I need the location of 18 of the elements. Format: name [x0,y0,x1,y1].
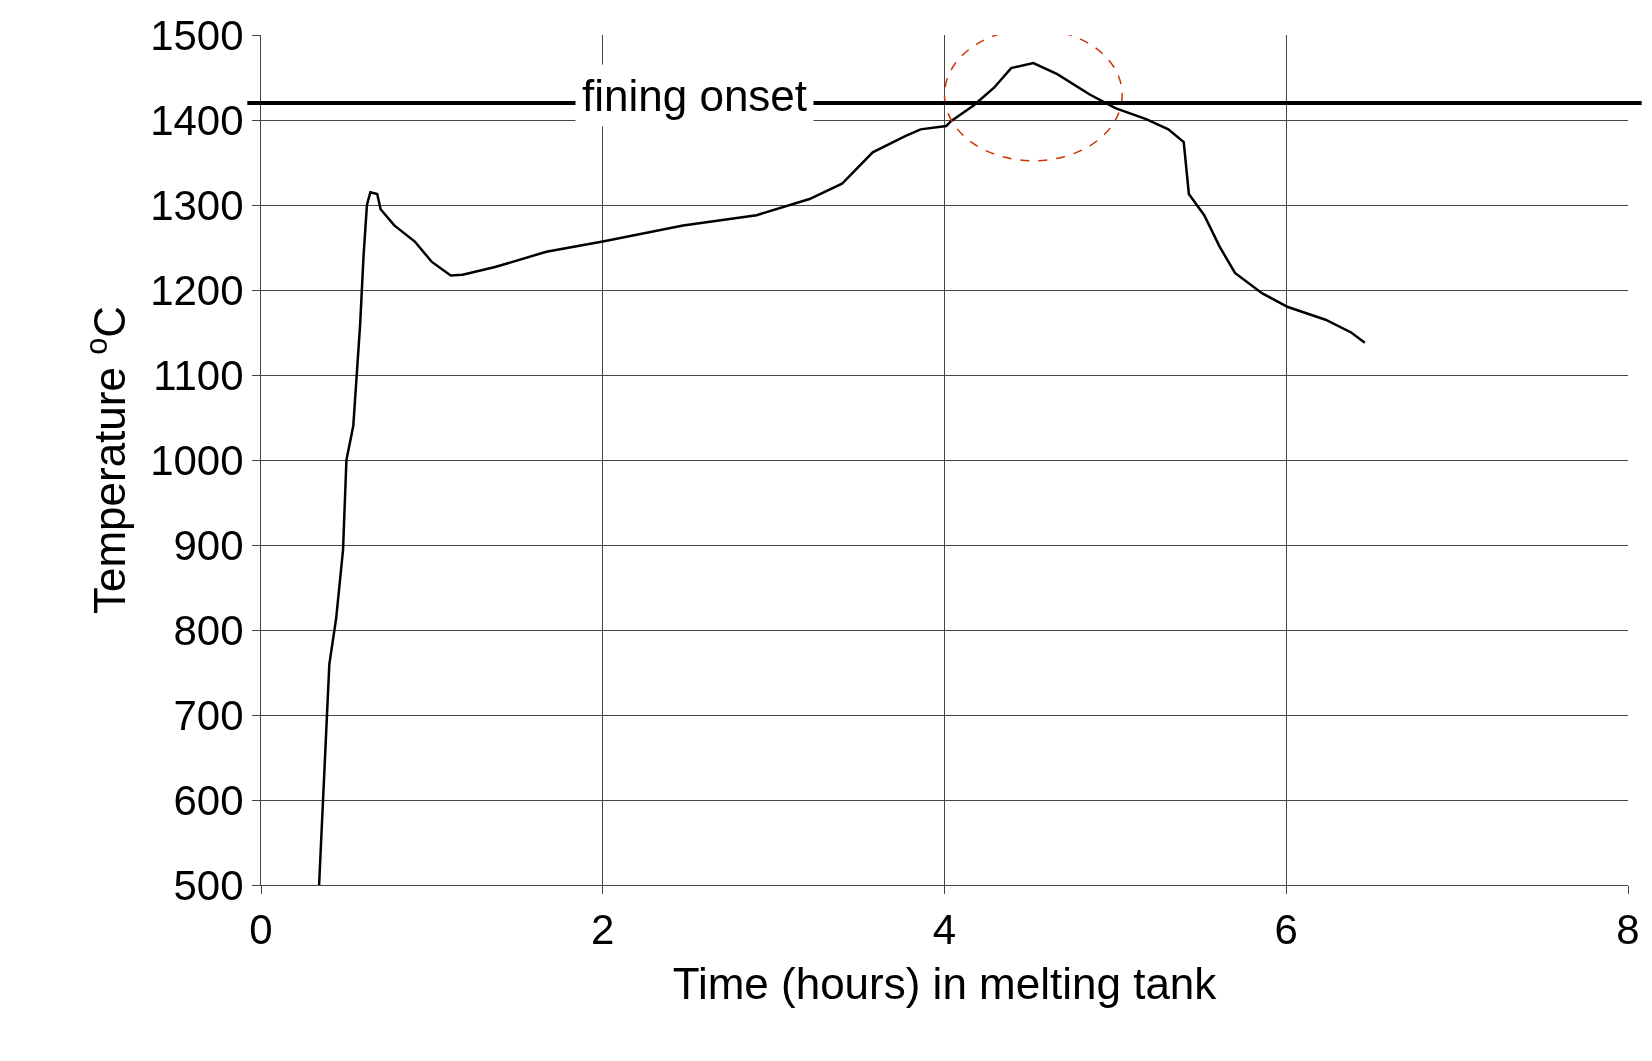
y-tick-label: 900 [173,521,244,569]
y-tick-label: 500 [173,861,244,909]
y-tick-label: 800 [173,606,244,654]
y-tick-label: 1200 [150,266,244,314]
x-tick-label: 6 [1274,906,1298,954]
y-tick-label: 1000 [150,436,244,484]
x-axis-title: Time (hours) in melting tank [672,958,1218,1008]
y-tick-label: 1300 [150,181,244,229]
x-tick-label: 0 [249,906,273,954]
y-tick-label: 700 [173,691,244,739]
x-tick-label: 4 [932,906,957,954]
x-tick-label: 8 [1616,906,1640,954]
y-tick-label: 1100 [153,351,244,399]
x-tick-label: 2 [591,906,615,954]
y-tick-label: 1400 [150,96,244,144]
y-tick-label: 600 [173,776,244,824]
ref-line-label: fining onset [582,71,808,120]
y-tick-label: 1500 [150,11,244,59]
